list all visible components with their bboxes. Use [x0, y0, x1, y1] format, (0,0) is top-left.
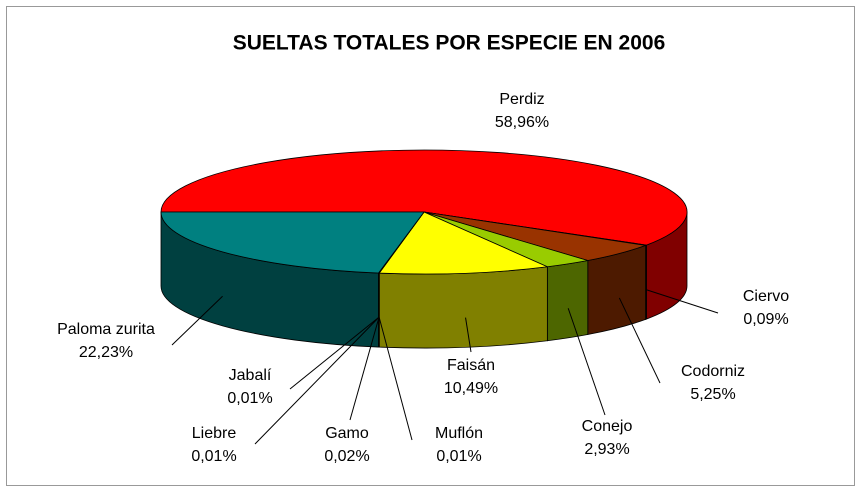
slice-value-label: 0,02% — [324, 448, 369, 465]
leader-line — [465, 317, 472, 353]
slice-label: Muflón — [435, 425, 483, 442]
slice-value-label: 58,96% — [495, 114, 549, 131]
pie-slice — [378, 211, 549, 275]
slice-label: Faisán — [447, 357, 495, 374]
pie-side — [546, 260, 589, 342]
leader-line — [349, 317, 380, 421]
slice-label: Perdiz — [499, 91, 544, 108]
leader-line — [645, 289, 719, 314]
pie-tops — [160, 149, 688, 275]
leader-line — [567, 308, 606, 416]
slice-value-label: 22,23% — [79, 344, 133, 361]
slice-value-label: 0,09% — [743, 311, 788, 328]
slice-value-label: 5,25% — [690, 386, 735, 403]
pie-slice — [160, 149, 688, 246]
slice-label: Paloma zurita — [57, 321, 155, 338]
slice-label: Liebre — [192, 425, 237, 442]
leader-line — [254, 317, 380, 445]
chart-title: SUELTAS TOTALES POR ESPECIE EN 2006 — [233, 32, 666, 55]
slice-label: Ciervo — [743, 288, 789, 305]
pie-side — [378, 266, 548, 349]
pie-labels: Perdiz 58,96% Ciervo 0,09% Codorniz 5,25% Cone… — [57, 91, 789, 465]
leader-line — [289, 317, 379, 390]
slice-value-label: 0,01% — [191, 448, 236, 465]
slice-value-label: 0,01% — [436, 448, 481, 465]
pie-slice — [160, 211, 425, 274]
slice-label: Conejo — [582, 418, 633, 435]
slice-value-label: 10,49% — [444, 380, 498, 397]
leader-line — [171, 295, 223, 346]
slice-label: Jabalí — [229, 367, 272, 384]
leader-line — [378, 317, 413, 441]
slice-value-label: 0,01% — [227, 390, 272, 407]
pie-sides — [160, 211, 688, 349]
slice-label: Gamo — [325, 425, 369, 442]
slice-label: Codorniz — [681, 363, 745, 380]
leader-line — [618, 297, 661, 384]
slice-value-label: 2,93% — [584, 441, 629, 458]
